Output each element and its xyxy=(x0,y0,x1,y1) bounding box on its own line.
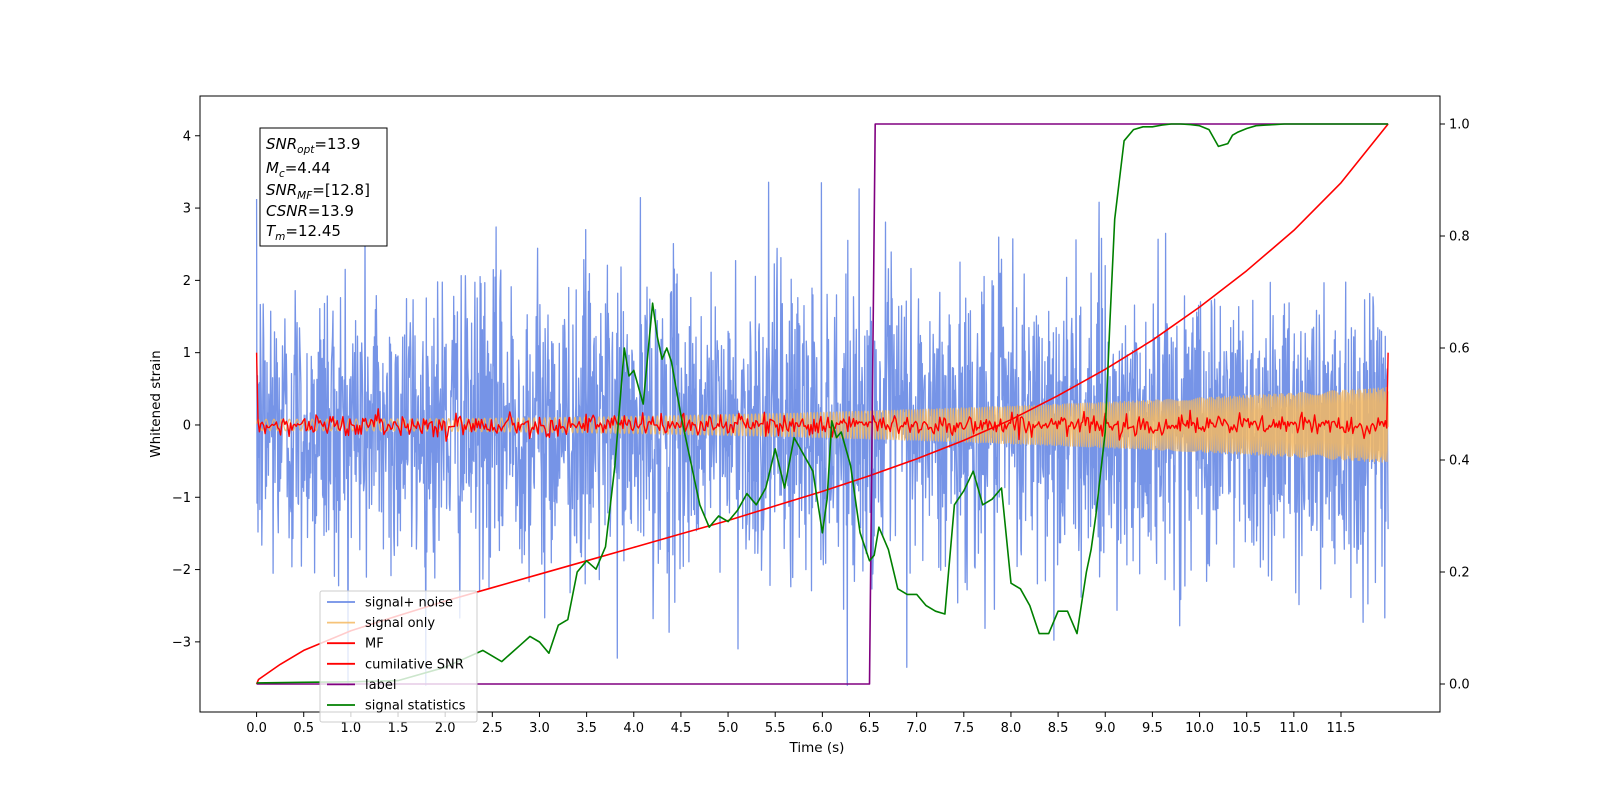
annotation-tm-subscript: m xyxy=(275,231,285,243)
x-tick-label: 9.5 xyxy=(1142,721,1163,736)
legend-label-signal-noise: signal+ noise xyxy=(365,596,453,611)
legend-items: signal+ noise signal only MF cumilative SNR… xyxy=(327,596,466,714)
y-tick-label: −1 xyxy=(172,491,191,506)
x-tick-label: 11.5 xyxy=(1327,721,1356,736)
x-axis: 0.0 0.5 1.0 1.5 2.0 2.5 3.0 3.5 4.0 4.5 5.0 5.5 6.0 6… xyxy=(246,712,1355,736)
x-tick-label: 1.5 xyxy=(388,721,409,736)
x-axis-label: Time (s) xyxy=(789,740,845,756)
y-tick-label: −2 xyxy=(172,563,191,578)
x-tick-label: 7.0 xyxy=(906,721,927,736)
annotation-box-frame xyxy=(259,127,388,247)
y-tick-label: 0 xyxy=(183,418,191,433)
annotation-snr-opt: SNRopt=13.9 xyxy=(266,135,360,156)
x-tick-label: 10.0 xyxy=(1185,721,1214,736)
annotation-chirp-mass-subscript: c xyxy=(279,168,285,180)
x-tick-label: 4.5 xyxy=(671,721,692,736)
plot-frame xyxy=(199,95,1441,713)
series-line-signal-statistics xyxy=(256,123,1389,684)
annotation-snr-opt-subscript: opt xyxy=(297,144,315,156)
x-tick-label: 9.0 xyxy=(1095,721,1116,736)
legend-label-mf: MF xyxy=(365,637,384,652)
x-tick-label: 2.5 xyxy=(482,721,503,736)
legend: signal+ noise signal only MF cumilative SNR… xyxy=(319,590,478,723)
annotation-csnr: CSNR=13.9 xyxy=(266,202,354,220)
legend-frame xyxy=(319,590,478,723)
x-tick-label: 8.0 xyxy=(1001,721,1022,736)
y-axis-label: Whitened strain xyxy=(148,350,164,457)
annotation-snr-mf-value: =[12.8] xyxy=(312,181,370,199)
y-tick-label: 1 xyxy=(183,346,191,361)
series-line-mf xyxy=(255,352,1389,442)
y-axis-right: 0.0 0.2 0.4 0.6 0.8 1.0 xyxy=(1440,118,1470,693)
y2-tick-label: 0.8 xyxy=(1449,230,1470,245)
series-line-label xyxy=(256,123,1389,685)
annotation-chirp-mass: Mc=4.44 xyxy=(266,159,331,180)
annotation-snr-mf: SNRMF=[12.8] xyxy=(266,181,370,202)
annotation-chirp-mass-symbol: M xyxy=(266,159,279,177)
x-tick-label: 1.0 xyxy=(341,721,362,736)
y2-tick-label: 0.6 xyxy=(1449,342,1470,357)
y-tick-label: −3 xyxy=(172,635,191,650)
annotation-box: SNRopt=13.9 Mc=4.44 SNRMF=[12.8] CSNR=13… xyxy=(259,127,388,247)
y-axis-left: −3 −2 −1 0 1 2 3 4 xyxy=(172,129,200,650)
legend-label-signal-statistics: signal statistics xyxy=(365,699,466,714)
y-tick-label: 4 xyxy=(183,129,191,144)
annotation-csnr-value: =13.9 xyxy=(308,202,354,220)
annotation-snr-opt-value: =13.9 xyxy=(314,135,360,153)
x-tick-label: 0.0 xyxy=(246,721,267,736)
x-tick-label: 4.0 xyxy=(623,721,644,736)
x-tick-label: 8.5 xyxy=(1048,721,1069,736)
x-tick-label: 11.0 xyxy=(1279,721,1308,736)
x-tick-label: 6.0 xyxy=(812,721,833,736)
x-tick-label: 7.5 xyxy=(953,721,974,736)
annotation-tm-value: =12.45 xyxy=(285,222,341,240)
legend-label-signal-only: signal only xyxy=(365,616,435,631)
x-tick-label: 5.5 xyxy=(765,721,786,736)
x-tick-label: 2.0 xyxy=(435,721,456,736)
y-tick-label: 3 xyxy=(183,202,191,217)
annotation-csnr-symbol: CSNR xyxy=(266,202,308,220)
legend-label-label: label xyxy=(365,678,396,693)
y2-tick-label: 0.2 xyxy=(1449,566,1470,581)
annotation-snr-mf-subscript: MF xyxy=(297,190,313,202)
x-tick-label: 6.5 xyxy=(859,721,880,736)
legend-label-cumilative-snr: cumilative SNR xyxy=(365,657,464,672)
annotation-snr-opt-symbol: SNR xyxy=(266,135,297,153)
x-tick-label: 3.5 xyxy=(576,721,597,736)
annotation-tm: Tm=12.45 xyxy=(266,222,341,243)
annotation-snr-mf-symbol: SNR xyxy=(266,181,297,199)
y2-tick-label: 1.0 xyxy=(1449,118,1470,133)
x-tick-label: 0.5 xyxy=(293,721,314,736)
x-tick-label: 5.0 xyxy=(718,721,739,736)
y-tick-label: 2 xyxy=(183,274,191,289)
x-tick-label: 10.5 xyxy=(1232,721,1261,736)
x-tick-label: 3.0 xyxy=(529,721,550,736)
annotation-chirp-mass-value: =4.44 xyxy=(285,159,331,177)
annotation-tm-symbol: T xyxy=(266,222,277,240)
y2-tick-label: 0.4 xyxy=(1449,454,1470,469)
series-line-signal-noise xyxy=(255,181,1389,686)
y2-tick-label: 0.0 xyxy=(1449,678,1470,693)
